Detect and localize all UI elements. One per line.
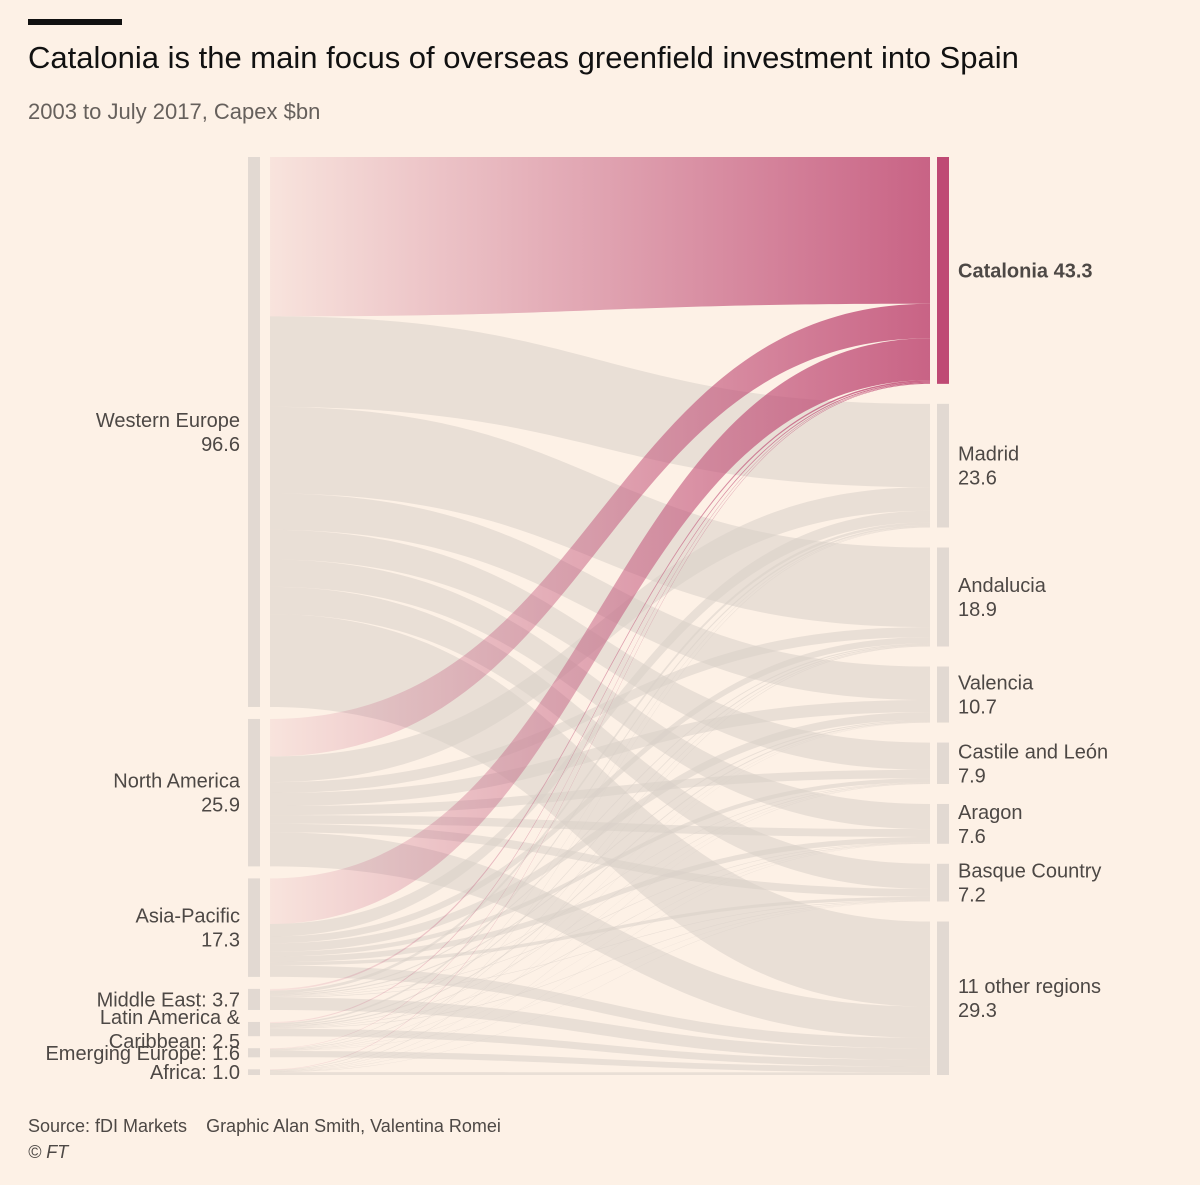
flow-emerging-europe-to-11-other-regions (270, 1051, 930, 1073)
labels: Western Europe 96.6 North America 25.9 Asia-… (45, 260, 1108, 1084)
brand-bar (28, 19, 122, 25)
flow-africa-to-11-other-regions (270, 1072, 930, 1075)
flow-middle-east-to-basque-country (270, 899, 930, 998)
flow-middle-east-to-aragon (270, 842, 930, 997)
target-node-andalucia (937, 547, 949, 647)
target-node-aragon (937, 803, 949, 844)
flow-north-america-to-valencia (270, 700, 930, 807)
flow-latin-america-caribbean-to-valencia (270, 720, 930, 1028)
source-node-emerging-europe (248, 1048, 260, 1058)
flow-western-europe-to-madrid (270, 316, 930, 488)
flow-western-europe-to-catalonia (270, 157, 930, 317)
flow-africa-to-catalonia (270, 383, 930, 1070)
flow-latin-america-caribbean-to-castile-and-le-n (270, 782, 930, 1028)
source-node-middle-east (248, 988, 260, 1010)
flow-asia-pacific-to-madrid (270, 510, 930, 937)
target-label-11-other-regions: 11 other regions 29.3 (958, 976, 1101, 1022)
flow-emerging-europe-to-castile-and-le-n (270, 783, 930, 1051)
flow-asia-pacific-to-aragon (270, 836, 930, 963)
source-node-latin-america-caribbean (248, 1021, 260, 1037)
target-label-madrid: Madrid 23.6 (958, 444, 1019, 490)
source-label-emerging-europe: Emerging Europe: 1.6 (45, 1043, 240, 1065)
flow-latin-america-caribbean-to-andalucia (270, 644, 930, 1026)
target-node-castile-and-le-n (937, 742, 949, 784)
flow-middle-east-to-castile-and-le-n (270, 782, 930, 997)
target-node-catalonia (937, 157, 949, 384)
flow-emerging-europe-to-andalucia (270, 645, 930, 1050)
target-node-11-other-regions (937, 921, 949, 1075)
flow-latin-america-caribbean-to-11-other-regions (270, 1028, 930, 1067)
flow-links-other (270, 316, 930, 1075)
footer-line: Source: fDI Markets Graphic Alan Smith, … (28, 1116, 501, 1137)
target-label-basque-country: Basque Country 7.2 (958, 861, 1101, 907)
target-label-castile-and-le-n: Castile and León 7.9 (958, 741, 1108, 787)
flow-latin-america-caribbean-to-basque-country (270, 900, 930, 1029)
chart-subtitle: 2003 to July 2017, Capex $bn (28, 99, 321, 124)
flow-asia-pacific-to-11-other-regions (270, 965, 930, 1049)
flow-emerging-europe-to-valencia (270, 722, 930, 1051)
source-label-asia-pacific: Asia-Pacific 17.3 (136, 906, 240, 952)
source-node-africa (248, 1069, 260, 1075)
target-label-andalucia: Andalucia 18.9 (958, 575, 1047, 621)
flow-latin-america-caribbean-to-madrid (270, 524, 930, 1025)
flow-middle-east-to-catalonia (270, 380, 930, 991)
flow-africa-to-andalucia (270, 645, 930, 1072)
flow-asia-pacific-to-valencia (270, 712, 930, 952)
flow-western-europe-to-basque-country (270, 586, 930, 889)
source-label-africa: Africa: 1.0 (150, 1062, 240, 1084)
flow-north-america-to-catalonia (270, 303, 930, 757)
source-node-north-america (248, 718, 260, 867)
flow-africa-to-aragon (270, 843, 930, 1072)
target-label-aragon: Aragon 7.6 (958, 802, 1023, 848)
copyright-note: © FT (28, 1142, 69, 1162)
flow-middle-east-to-11-other-regions (270, 997, 930, 1060)
source-label-latin-america-caribbean: Latin America & Caribbean: 2.5 (100, 1007, 241, 1053)
flow-asia-pacific-to-catalonia (270, 338, 930, 924)
flow-asia-pacific-to-castile-and-le-n (270, 778, 930, 957)
flow-north-america-to-basque-country (270, 823, 930, 897)
flow-middle-east-to-andalucia (270, 643, 930, 995)
target-node-basque-country (937, 863, 949, 902)
flow-north-america-to-aragon (270, 815, 930, 837)
chart-title: Catalonia is the main focus of overseas … (28, 40, 1019, 75)
source-label-north-america: North America 25.9 (113, 771, 241, 817)
nodes (248, 157, 949, 1075)
flow-western-europe-to-aragon (270, 559, 930, 830)
target-label-catalonia: Catalonia 43.3 (958, 260, 1093, 282)
source-label-western-europe: Western Europe 96.6 (96, 410, 240, 456)
flow-emerging-europe-to-catalonia (270, 382, 930, 1049)
flow-africa-to-basque-country (270, 901, 930, 1073)
target-label-valencia: Valencia 10.7 (958, 673, 1034, 719)
source-label-middle-east: Middle East: 3.7 (97, 989, 240, 1011)
credit-note: Graphic Alan Smith, Valentina Romei (206, 1116, 501, 1136)
flow-emerging-europe-to-aragon (270, 843, 930, 1051)
flow-africa-to-madrid (270, 526, 930, 1071)
flow-emerging-europe-to-madrid (270, 526, 930, 1050)
target-node-valencia (937, 666, 949, 723)
flow-links-catalonia (270, 157, 930, 1070)
flow-western-europe-to-11-other-regions (270, 614, 930, 1007)
flow-asia-pacific-to-andalucia (270, 637, 930, 944)
flow-middle-east-to-madrid (270, 522, 930, 994)
source-node-western-europe (248, 157, 260, 707)
source-note: Source: fDI Markets (28, 1116, 188, 1136)
target-node-madrid (937, 403, 949, 528)
source-node-asia-pacific (248, 878, 260, 977)
flow-latin-america-caribbean-to-catalonia (270, 381, 930, 1024)
flow-asia-pacific-to-basque-country (270, 896, 930, 966)
flow-emerging-europe-to-basque-country (270, 900, 930, 1052)
flow-north-america-to-andalucia (270, 627, 930, 793)
flow-africa-to-valencia (270, 722, 930, 1072)
flow-middle-east-to-valencia (270, 719, 930, 996)
flow-latin-america-caribbean-to-aragon (270, 842, 930, 1029)
flow-africa-to-castile-and-le-n (270, 783, 930, 1072)
